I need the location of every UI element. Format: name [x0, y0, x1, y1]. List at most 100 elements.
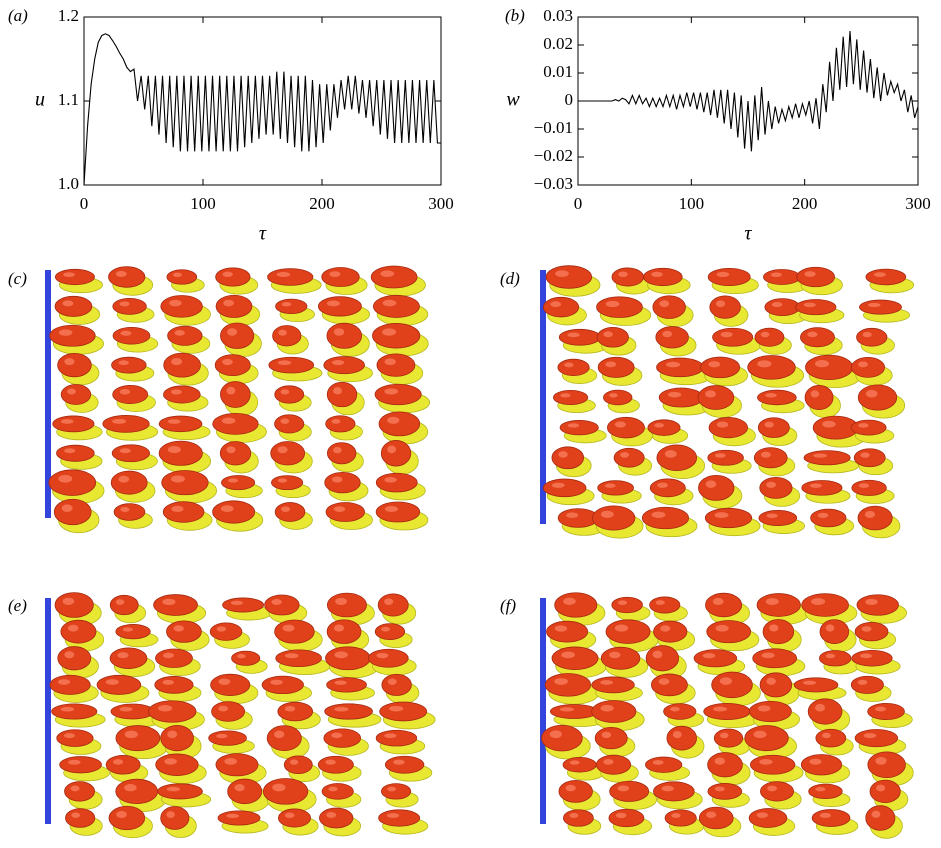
highlight	[819, 812, 832, 818]
vortex-red	[706, 620, 752, 644]
vortex-red	[209, 622, 243, 641]
highlight	[825, 624, 835, 632]
vortex-red	[378, 809, 421, 827]
vortex-red	[59, 756, 102, 774]
highlight	[325, 759, 336, 765]
highlight	[865, 389, 878, 398]
highlight	[218, 705, 229, 712]
highlight	[271, 598, 282, 605]
vortex-red	[605, 619, 651, 644]
vortex-image	[540, 592, 914, 839]
vortex-red	[611, 596, 643, 614]
vortex-red	[60, 384, 92, 405]
vortex-red	[54, 592, 94, 618]
vortex-red	[153, 594, 198, 616]
highlight	[864, 510, 876, 518]
x-axis-label: τ	[744, 223, 752, 245]
highlight	[234, 783, 245, 792]
highlight	[381, 626, 390, 632]
vortex-red	[819, 619, 850, 645]
vortex-red	[270, 441, 306, 466]
vortex-red	[613, 447, 645, 468]
highlight	[64, 448, 76, 454]
highlight	[604, 483, 616, 488]
vortex-red	[268, 356, 315, 374]
highlight	[716, 271, 730, 277]
vortex-red	[793, 677, 839, 693]
highlight	[603, 759, 614, 765]
highlight	[757, 360, 772, 368]
vortex-red	[712, 327, 754, 347]
vortex-red	[317, 755, 354, 774]
vortex-red	[212, 500, 256, 524]
highlight	[705, 480, 717, 488]
highlight	[384, 388, 399, 395]
highlight	[389, 705, 404, 712]
highlight	[384, 477, 397, 483]
vortex-red	[596, 754, 632, 775]
vortex-red	[368, 648, 409, 668]
highlight	[825, 653, 836, 659]
vortex-red	[757, 389, 797, 406]
highlight	[766, 481, 776, 488]
vortex-red	[851, 479, 887, 496]
vortex-red	[278, 808, 311, 828]
vortex-red	[163, 352, 201, 378]
vortex-red	[857, 505, 893, 531]
vortex-red	[319, 807, 354, 829]
highlight	[333, 506, 346, 512]
vortex-red	[546, 620, 589, 643]
highlight	[226, 446, 236, 454]
vortex-red	[162, 501, 205, 523]
highlight	[858, 361, 868, 368]
highlight	[564, 362, 574, 368]
vortex-red	[372, 294, 420, 318]
highlight	[387, 445, 397, 454]
vortex-red	[653, 781, 695, 802]
vortex-red	[65, 808, 96, 828]
highlight	[714, 786, 725, 792]
highlight	[875, 706, 887, 712]
highlight	[284, 812, 295, 819]
vortex-red	[110, 470, 148, 495]
vortex-red	[49, 674, 91, 695]
highlight	[119, 301, 130, 307]
vortex-red	[157, 783, 203, 800]
vortex-red	[60, 619, 97, 644]
vortex-red	[608, 808, 645, 828]
vortex-red	[261, 675, 304, 695]
highlight	[765, 598, 779, 606]
highlight	[753, 730, 767, 739]
highlight	[714, 453, 726, 458]
x-tick-label: 0	[574, 194, 583, 213]
highlight	[230, 600, 244, 605]
vortex-red	[220, 322, 255, 349]
vortex-red	[557, 358, 590, 376]
vortex-red	[744, 725, 789, 752]
data-line	[578, 30, 919, 152]
vortex-red	[757, 417, 790, 438]
highlight	[559, 707, 575, 712]
vortex-red	[102, 415, 150, 433]
vortex-red	[112, 384, 149, 405]
vortex-red	[603, 389, 633, 406]
highlight	[865, 598, 878, 605]
highlight	[614, 421, 626, 428]
highlight	[120, 506, 130, 512]
vortex-red	[758, 510, 798, 526]
highlight	[326, 300, 340, 307]
highlight	[600, 510, 614, 518]
vortex-red	[596, 296, 643, 318]
vortex-red	[277, 701, 314, 722]
vortex-red	[115, 725, 161, 752]
highlight	[120, 330, 132, 336]
highlight	[67, 624, 79, 632]
vortex-red	[264, 594, 300, 616]
highlight	[277, 478, 288, 483]
vortex-red	[562, 757, 597, 773]
vortex-red	[652, 295, 686, 319]
vortex-red	[693, 649, 738, 668]
vortex-red	[707, 267, 751, 287]
highlight	[873, 272, 886, 277]
